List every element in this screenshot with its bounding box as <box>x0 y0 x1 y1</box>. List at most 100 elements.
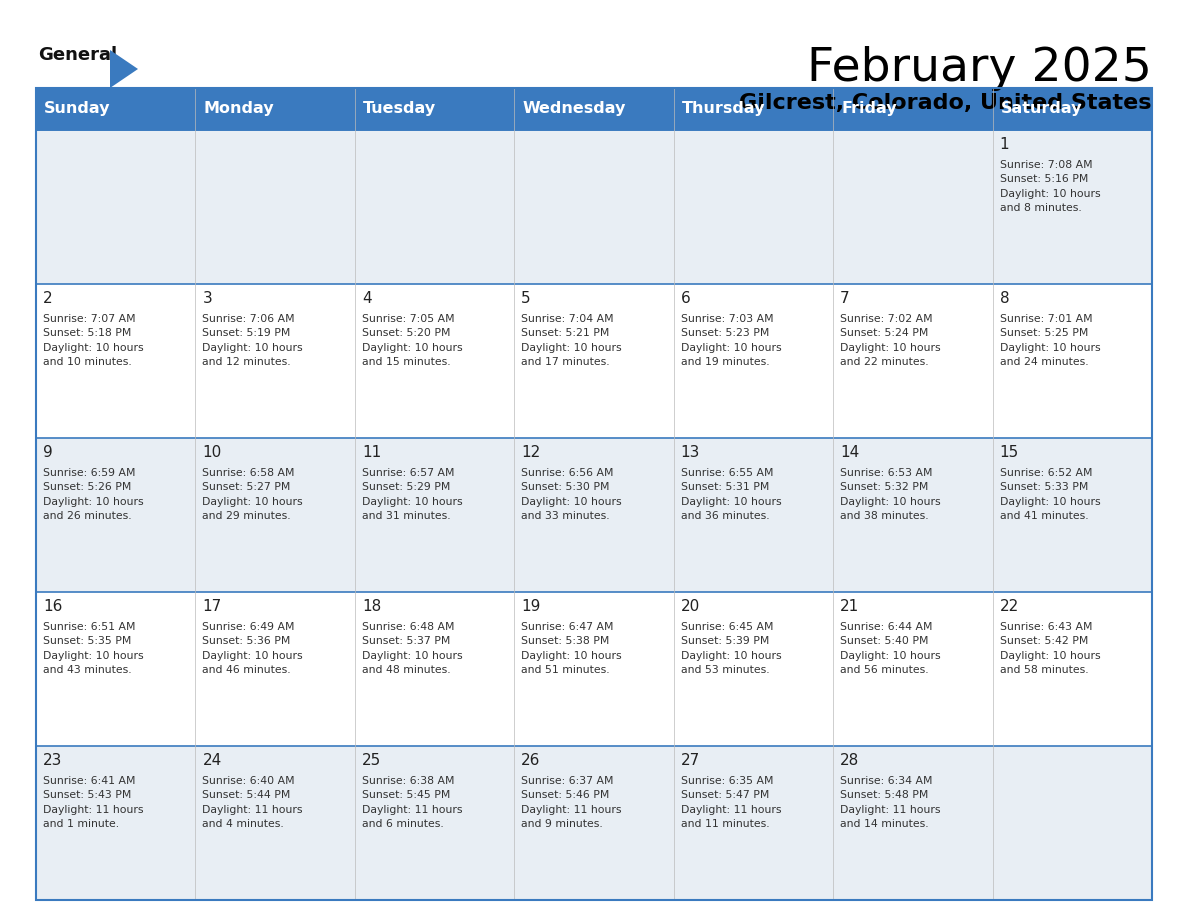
Text: 9: 9 <box>43 445 52 460</box>
Bar <box>674 130 833 284</box>
Bar <box>514 284 674 438</box>
Text: Sunrise: 6:45 AM
Sunset: 5:39 PM
Daylight: 10 hours
and 53 minutes.: Sunrise: 6:45 AM Sunset: 5:39 PM Dayligh… <box>681 622 782 676</box>
Text: Sunrise: 7:08 AM
Sunset: 5:16 PM
Daylight: 10 hours
and 8 minutes.: Sunrise: 7:08 AM Sunset: 5:16 PM Dayligh… <box>999 160 1100 213</box>
Bar <box>355 130 514 284</box>
Bar <box>36 88 1152 130</box>
Text: Sunrise: 6:59 AM
Sunset: 5:26 PM
Daylight: 10 hours
and 26 minutes.: Sunrise: 6:59 AM Sunset: 5:26 PM Dayligh… <box>43 468 144 521</box>
Text: Sunrise: 6:37 AM
Sunset: 5:46 PM
Daylight: 11 hours
and 9 minutes.: Sunrise: 6:37 AM Sunset: 5:46 PM Dayligh… <box>522 776 621 829</box>
Text: 22: 22 <box>999 599 1019 614</box>
Bar <box>674 284 833 438</box>
Text: Sunrise: 6:55 AM
Sunset: 5:31 PM
Daylight: 10 hours
and 36 minutes.: Sunrise: 6:55 AM Sunset: 5:31 PM Dayligh… <box>681 468 782 521</box>
Text: 7: 7 <box>840 291 849 306</box>
Bar <box>196 130 355 284</box>
Text: February 2025: February 2025 <box>807 46 1152 91</box>
Text: 8: 8 <box>999 291 1009 306</box>
Bar <box>514 438 674 592</box>
Text: Sunrise: 6:48 AM
Sunset: 5:37 PM
Daylight: 10 hours
and 48 minutes.: Sunrise: 6:48 AM Sunset: 5:37 PM Dayligh… <box>362 622 462 676</box>
Text: 4: 4 <box>362 291 372 306</box>
Text: Sunrise: 7:02 AM
Sunset: 5:24 PM
Daylight: 10 hours
and 22 minutes.: Sunrise: 7:02 AM Sunset: 5:24 PM Dayligh… <box>840 314 941 367</box>
Text: Sunrise: 6:56 AM
Sunset: 5:30 PM
Daylight: 10 hours
and 33 minutes.: Sunrise: 6:56 AM Sunset: 5:30 PM Dayligh… <box>522 468 621 521</box>
Text: Sunrise: 7:04 AM
Sunset: 5:21 PM
Daylight: 10 hours
and 17 minutes.: Sunrise: 7:04 AM Sunset: 5:21 PM Dayligh… <box>522 314 621 367</box>
Bar <box>36 592 196 746</box>
Text: Sunrise: 7:01 AM
Sunset: 5:25 PM
Daylight: 10 hours
and 24 minutes.: Sunrise: 7:01 AM Sunset: 5:25 PM Dayligh… <box>999 314 1100 367</box>
Text: 13: 13 <box>681 445 700 460</box>
Bar <box>833 130 992 284</box>
Bar <box>355 438 514 592</box>
Text: Sunrise: 7:06 AM
Sunset: 5:19 PM
Daylight: 10 hours
and 12 minutes.: Sunrise: 7:06 AM Sunset: 5:19 PM Dayligh… <box>202 314 303 367</box>
Bar <box>355 592 514 746</box>
Bar <box>196 284 355 438</box>
Text: Sunrise: 7:03 AM
Sunset: 5:23 PM
Daylight: 10 hours
and 19 minutes.: Sunrise: 7:03 AM Sunset: 5:23 PM Dayligh… <box>681 314 782 367</box>
Bar <box>514 592 674 746</box>
Bar <box>36 284 196 438</box>
Text: Sunrise: 6:41 AM
Sunset: 5:43 PM
Daylight: 11 hours
and 1 minute.: Sunrise: 6:41 AM Sunset: 5:43 PM Dayligh… <box>43 776 144 829</box>
Bar <box>992 438 1152 592</box>
Bar <box>196 746 355 900</box>
Text: Sunrise: 6:47 AM
Sunset: 5:38 PM
Daylight: 10 hours
and 51 minutes.: Sunrise: 6:47 AM Sunset: 5:38 PM Dayligh… <box>522 622 621 676</box>
Text: 24: 24 <box>202 753 222 768</box>
Text: Sunrise: 6:38 AM
Sunset: 5:45 PM
Daylight: 11 hours
and 6 minutes.: Sunrise: 6:38 AM Sunset: 5:45 PM Dayligh… <box>362 776 462 829</box>
Text: Sunrise: 6:51 AM
Sunset: 5:35 PM
Daylight: 10 hours
and 43 minutes.: Sunrise: 6:51 AM Sunset: 5:35 PM Dayligh… <box>43 622 144 676</box>
Text: 12: 12 <box>522 445 541 460</box>
Text: Saturday: Saturday <box>1000 102 1082 117</box>
Bar <box>674 592 833 746</box>
Text: 21: 21 <box>840 599 859 614</box>
Text: Sunrise: 7:05 AM
Sunset: 5:20 PM
Daylight: 10 hours
and 15 minutes.: Sunrise: 7:05 AM Sunset: 5:20 PM Dayligh… <box>362 314 462 367</box>
Bar <box>674 746 833 900</box>
Bar <box>674 438 833 592</box>
Bar <box>196 592 355 746</box>
Text: 10: 10 <box>202 445 222 460</box>
Bar <box>992 284 1152 438</box>
Bar <box>833 746 992 900</box>
Bar <box>833 438 992 592</box>
Bar <box>514 746 674 900</box>
Text: 11: 11 <box>362 445 381 460</box>
Bar <box>992 746 1152 900</box>
Bar <box>833 284 992 438</box>
Text: Sunrise: 6:58 AM
Sunset: 5:27 PM
Daylight: 10 hours
and 29 minutes.: Sunrise: 6:58 AM Sunset: 5:27 PM Dayligh… <box>202 468 303 521</box>
Text: 20: 20 <box>681 599 700 614</box>
Text: Sunrise: 6:49 AM
Sunset: 5:36 PM
Daylight: 10 hours
and 46 minutes.: Sunrise: 6:49 AM Sunset: 5:36 PM Dayligh… <box>202 622 303 676</box>
Text: Monday: Monday <box>203 102 274 117</box>
Bar <box>36 438 196 592</box>
Polygon shape <box>110 50 138 88</box>
Bar <box>36 130 196 284</box>
Text: Sunrise: 6:52 AM
Sunset: 5:33 PM
Daylight: 10 hours
and 41 minutes.: Sunrise: 6:52 AM Sunset: 5:33 PM Dayligh… <box>999 468 1100 521</box>
Bar <box>833 592 992 746</box>
Text: 6: 6 <box>681 291 690 306</box>
Text: 1: 1 <box>999 137 1009 152</box>
Text: 28: 28 <box>840 753 859 768</box>
Bar <box>36 88 1152 900</box>
Text: Friday: Friday <box>841 102 897 117</box>
Text: 25: 25 <box>362 753 381 768</box>
Text: 3: 3 <box>202 291 213 306</box>
Text: Sunrise: 6:53 AM
Sunset: 5:32 PM
Daylight: 10 hours
and 38 minutes.: Sunrise: 6:53 AM Sunset: 5:32 PM Dayligh… <box>840 468 941 521</box>
Bar <box>355 284 514 438</box>
Text: Sunrise: 6:34 AM
Sunset: 5:48 PM
Daylight: 11 hours
and 14 minutes.: Sunrise: 6:34 AM Sunset: 5:48 PM Dayligh… <box>840 776 941 829</box>
Text: Sunday: Sunday <box>44 102 110 117</box>
Text: Tuesday: Tuesday <box>362 102 436 117</box>
Bar <box>992 592 1152 746</box>
Text: Sunrise: 6:57 AM
Sunset: 5:29 PM
Daylight: 10 hours
and 31 minutes.: Sunrise: 6:57 AM Sunset: 5:29 PM Dayligh… <box>362 468 462 521</box>
Text: Sunrise: 6:44 AM
Sunset: 5:40 PM
Daylight: 10 hours
and 56 minutes.: Sunrise: 6:44 AM Sunset: 5:40 PM Dayligh… <box>840 622 941 676</box>
Text: 27: 27 <box>681 753 700 768</box>
Text: 23: 23 <box>43 753 63 768</box>
Text: Sunrise: 6:40 AM
Sunset: 5:44 PM
Daylight: 11 hours
and 4 minutes.: Sunrise: 6:40 AM Sunset: 5:44 PM Dayligh… <box>202 776 303 829</box>
Text: Blue: Blue <box>56 88 101 106</box>
Bar <box>36 746 196 900</box>
Text: 5: 5 <box>522 291 531 306</box>
Bar <box>196 438 355 592</box>
Text: 19: 19 <box>522 599 541 614</box>
Text: 2: 2 <box>43 291 52 306</box>
Bar <box>992 130 1152 284</box>
Text: Sunrise: 6:35 AM
Sunset: 5:47 PM
Daylight: 11 hours
and 11 minutes.: Sunrise: 6:35 AM Sunset: 5:47 PM Dayligh… <box>681 776 782 829</box>
Text: 18: 18 <box>362 599 381 614</box>
Text: Sunrise: 6:43 AM
Sunset: 5:42 PM
Daylight: 10 hours
and 58 minutes.: Sunrise: 6:43 AM Sunset: 5:42 PM Dayligh… <box>999 622 1100 676</box>
Text: Gilcrest, Colorado, United States: Gilcrest, Colorado, United States <box>739 93 1152 113</box>
Bar <box>355 746 514 900</box>
Text: 17: 17 <box>202 599 222 614</box>
Text: 15: 15 <box>999 445 1019 460</box>
Text: Thursday: Thursday <box>682 102 765 117</box>
Bar <box>514 130 674 284</box>
Text: Wednesday: Wednesday <box>523 102 626 117</box>
